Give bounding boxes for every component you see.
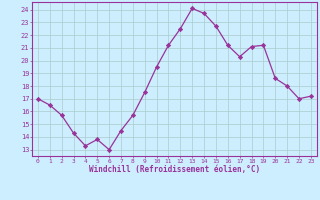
X-axis label: Windchill (Refroidissement éolien,°C): Windchill (Refroidissement éolien,°C) [89,165,260,174]
